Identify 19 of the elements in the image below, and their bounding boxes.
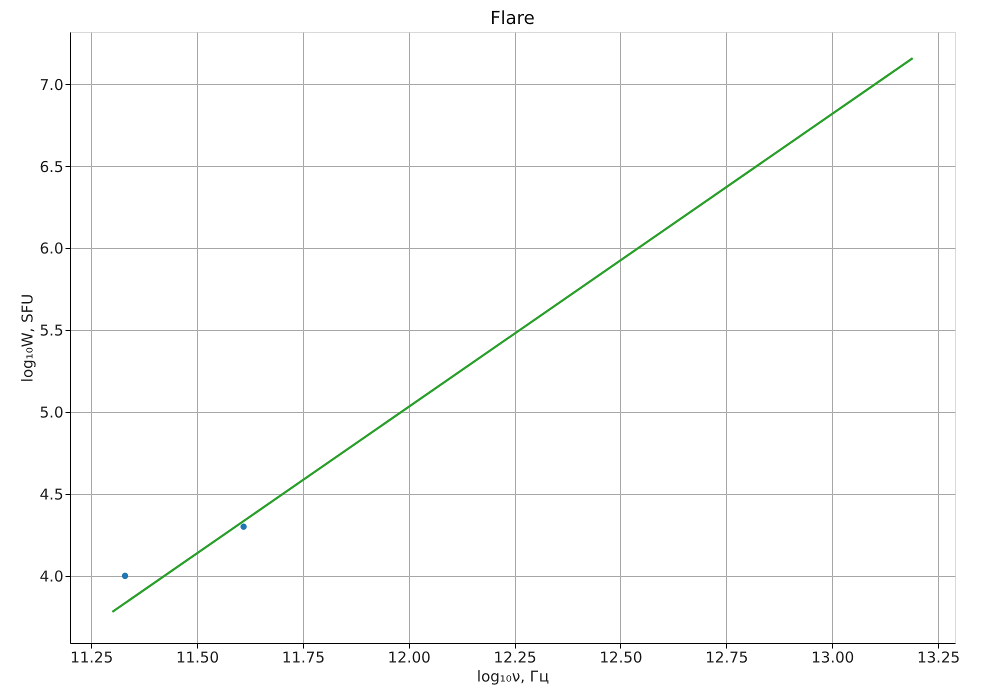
x-tick-label: 12.75 [705, 648, 748, 666]
y-tick-label: 4.5 [40, 485, 64, 504]
y-axis-title: log₁₀W, SFU [18, 294, 37, 382]
chart-title: Flare [490, 8, 535, 29]
x-tick-label: 12.50 [600, 648, 642, 666]
y-tick-label: 7.0 [40, 76, 64, 94]
y-tick-label: 6.0 [40, 240, 64, 258]
x-tick-label: 13.25 [917, 648, 960, 666]
x-tick-label: 11.25 [70, 648, 114, 666]
y-tick-label: 5.0 [40, 404, 64, 422]
x-tick-label: 11.75 [282, 648, 325, 666]
y-tick-label: 5.5 [40, 322, 64, 340]
y-tick-label: 6.5 [40, 158, 64, 176]
x-tick-label: 13.00 [811, 648, 854, 666]
x-axis-title: log₁₀ν, Гц [476, 668, 550, 686]
x-tick-label: 12.00 [388, 648, 431, 666]
x-tick-label: 12.25 [494, 648, 537, 666]
x-tick-label: 11.50 [176, 648, 220, 666]
y-tick-label: 4.0 [40, 567, 64, 586]
